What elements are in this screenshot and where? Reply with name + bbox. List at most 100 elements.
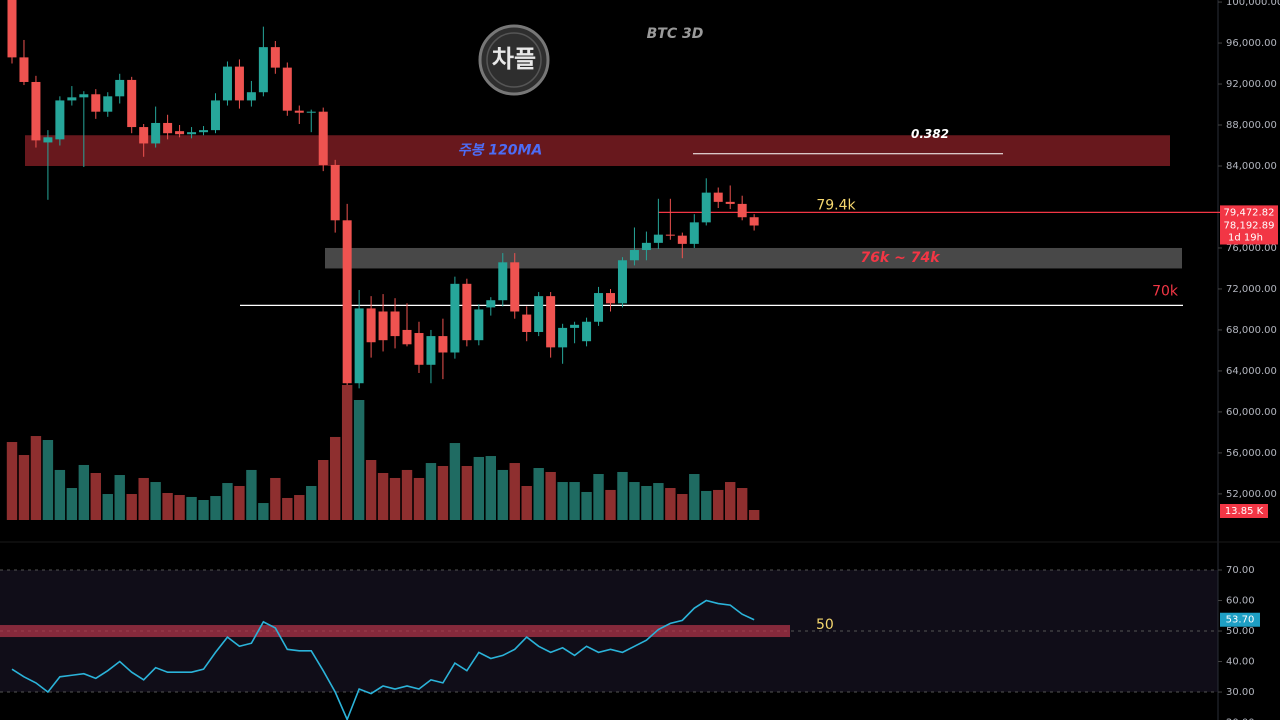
- volume-bar: [318, 460, 329, 520]
- volume-bar: [389, 477, 401, 520]
- volume-bar: [533, 468, 544, 520]
- y-tick-label: 72,000.00: [1226, 284, 1277, 295]
- logo-text: 차플: [492, 45, 536, 73]
- candle-body: [103, 96, 113, 112]
- candle-body: [582, 321, 592, 342]
- candle-body: [43, 137, 53, 143]
- volume-bar: [365, 460, 377, 520]
- volume-bar: [222, 483, 233, 520]
- volume-bar: [306, 485, 317, 520]
- candle-body: [617, 260, 627, 304]
- y-tick-label: 76,000.00: [1226, 243, 1277, 254]
- volume-bar: [677, 494, 688, 520]
- volume-bar: [270, 477, 281, 520]
- volume-bar: [713, 489, 724, 520]
- volume-bar: [605, 489, 616, 520]
- volume-bar: [210, 496, 221, 520]
- candle-body: [187, 132, 197, 135]
- candle-body: [390, 311, 400, 337]
- candle-body: [701, 192, 711, 223]
- candle-body: [522, 314, 532, 332]
- volume-bar: [329, 436, 341, 520]
- volume-bar: [18, 455, 30, 520]
- volume-bar: [509, 463, 520, 520]
- y-tick-label: 92,000.00: [1226, 79, 1277, 90]
- candle-body: [534, 296, 544, 332]
- candle-body: [151, 122, 161, 144]
- candle-body: [570, 324, 580, 328]
- candle-body: [486, 300, 496, 308]
- volume-bar: [102, 494, 113, 520]
- candle-body: [7, 0, 17, 58]
- logo: 차플: [478, 24, 550, 96]
- volume-bar: [557, 482, 568, 520]
- candle-body: [749, 217, 759, 226]
- candle-body: [330, 164, 340, 221]
- volume-tag: [1220, 504, 1268, 518]
- y-tick-label: 30.00: [1226, 687, 1255, 698]
- rsi-level-band: [0, 625, 790, 638]
- candle-body: [474, 309, 484, 341]
- volume-bar: [569, 482, 580, 520]
- candle-body: [67, 97, 77, 101]
- zone: [25, 135, 1170, 166]
- price-tag-label: 79,472.82: [1224, 207, 1275, 218]
- volume-bar: [461, 465, 473, 520]
- candle-body: [234, 66, 244, 101]
- candle-body: [426, 336, 436, 365]
- candle-body: [641, 242, 651, 251]
- candle-body: [79, 94, 89, 98]
- volume-bar: [545, 471, 556, 520]
- volume-bar: [413, 477, 425, 520]
- y-tick-label: 60.00: [1226, 596, 1255, 607]
- candle-body: [270, 47, 280, 68]
- volume-bar: [449, 443, 461, 520]
- candle-body: [55, 100, 65, 140]
- volume-bar: [617, 471, 628, 520]
- y-tick-label: 68,000.00: [1226, 325, 1277, 336]
- volume-bar: [653, 483, 664, 520]
- candle-body: [378, 311, 388, 341]
- candle-body: [546, 296, 556, 348]
- y-tick-label: 20.00: [1226, 718, 1255, 720]
- volume-bar: [90, 472, 101, 520]
- candle-body: [438, 336, 448, 353]
- candle-body: [318, 111, 328, 165]
- candle-body: [210, 100, 220, 131]
- candle-body: [127, 79, 137, 128]
- candle-body: [689, 222, 699, 244]
- volume-bar: [629, 482, 640, 520]
- zone-label: 76k ~ 74k: [860, 250, 941, 266]
- price-tag-label: 78,192.89: [1224, 220, 1275, 231]
- volume-bar: [78, 464, 90, 520]
- candle-body: [414, 333, 424, 365]
- volume-bar: [437, 465, 449, 520]
- y-tick-label: 64,000.00: [1226, 366, 1277, 377]
- candle-body: [498, 262, 508, 301]
- volume-bar: [425, 463, 437, 520]
- y-tick-label: 96,000.00: [1226, 38, 1277, 49]
- candle-body: [402, 329, 412, 345]
- volume-bar: [6, 442, 18, 520]
- volume-bar: [174, 495, 185, 520]
- candle-body: [725, 201, 735, 204]
- volume-bar: [198, 500, 209, 520]
- candle-body: [282, 67, 292, 111]
- level-label: 79.4k: [816, 197, 856, 213]
- volume-bar: [294, 495, 305, 520]
- volume-bar: [42, 440, 54, 520]
- candle-body: [354, 308, 364, 384]
- y-tick-label: 100,000.00: [1226, 0, 1280, 8]
- volume-bar: [150, 482, 161, 520]
- y-tick-label: 60,000.00: [1226, 407, 1277, 418]
- candle-body: [115, 79, 125, 97]
- candle-body: [594, 293, 604, 322]
- candle-body: [366, 308, 376, 343]
- candle-body: [737, 203, 747, 218]
- candle-body: [294, 110, 304, 113]
- candle-body: [31, 81, 41, 141]
- candle-body: [19, 57, 29, 82]
- volume-bar: [641, 485, 652, 520]
